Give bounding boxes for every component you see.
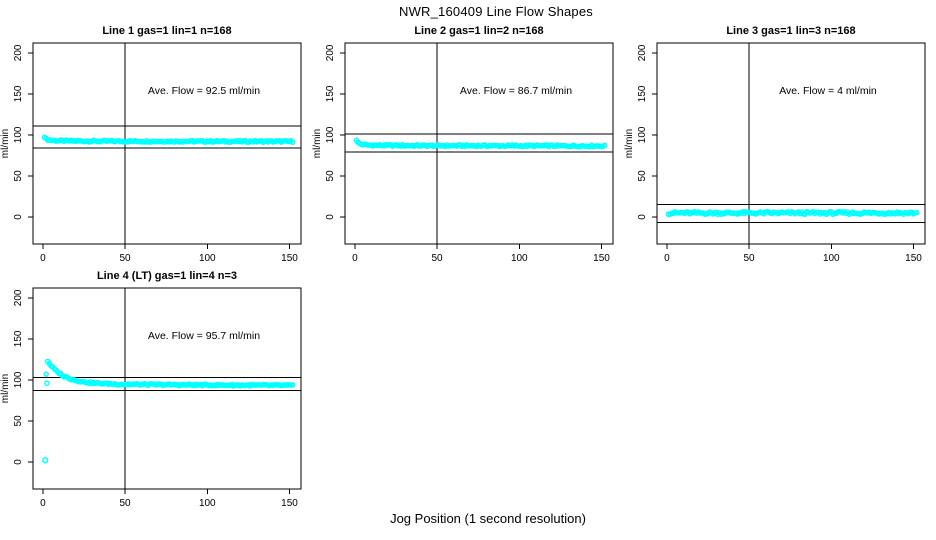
x-tick-label: 150 <box>281 498 298 509</box>
x-tick-label: 150 <box>281 253 298 264</box>
data-point <box>601 142 608 149</box>
y-tick-label: 50 <box>637 170 648 182</box>
plot-box <box>32 42 302 245</box>
y-tick-label: 0 <box>13 459 24 465</box>
figure-title: NWR_160409 Line Flow Shapes <box>398 4 593 19</box>
y-tick-label: 100 <box>637 126 648 143</box>
data-point <box>289 139 296 146</box>
x-tick-label: 50 <box>744 253 756 264</box>
y-tick-label: 200 <box>13 44 24 61</box>
y-tick-label: 200 <box>637 44 648 61</box>
avg-flow-annotation: Ave. Flow = 4 ml/min <box>779 85 877 97</box>
x-tick-label: 100 <box>199 498 216 509</box>
y-tick-label: 0 <box>325 214 336 220</box>
x-tick-label: 50 <box>120 498 132 509</box>
outlier-point <box>42 457 49 464</box>
y-axis-title: ml/min <box>312 129 323 158</box>
data-point <box>44 380 50 386</box>
x-axis-label: Jog Position (1 second resolution) <box>390 511 586 526</box>
y-axis-title: ml/min <box>624 129 635 158</box>
y-tick-label: 150 <box>13 330 24 347</box>
x-tick-label: 0 <box>664 253 670 264</box>
avg-flow-annotation: Ave. Flow = 86.7 ml/min <box>460 85 572 97</box>
x-tick-label: 150 <box>905 253 922 264</box>
x-tick-label: 100 <box>511 253 528 264</box>
y-tick-label: 100 <box>325 126 336 143</box>
y-tick-label: 50 <box>325 170 336 182</box>
subplot-title: Line 2 gas=1 lin=2 n=168 <box>414 25 543 37</box>
y-tick-label: 100 <box>13 126 24 143</box>
y-tick-label: 100 <box>13 371 24 388</box>
y-tick-label: 0 <box>13 214 24 220</box>
data-point <box>289 382 296 388</box>
y-tick-label: 150 <box>637 85 648 102</box>
y-tick-label: 0 <box>637 214 648 220</box>
subplot-title: Line 4 (LT) gas=1 lin=4 n=3 <box>97 270 237 282</box>
y-tick-label: 50 <box>13 415 24 427</box>
y-tick-label: 150 <box>325 85 336 102</box>
plot-box <box>32 287 302 490</box>
x-tick-label: 100 <box>823 253 840 264</box>
data-point <box>913 209 920 216</box>
data-point <box>43 371 49 377</box>
x-tick-label: 150 <box>593 253 610 264</box>
y-tick-label: 50 <box>13 170 24 182</box>
plot-box <box>656 42 926 245</box>
subplot-title: Line 3 gas=1 lin=3 n=168 <box>726 25 855 37</box>
y-tick-label: 200 <box>325 44 336 61</box>
x-tick-label: 50 <box>120 253 132 264</box>
subplot-title: Line 1 gas=1 lin=1 n=168 <box>102 25 231 37</box>
x-tick-label: 0 <box>352 253 358 264</box>
avg-flow-annotation: Ave. Flow = 95.7 ml/min <box>148 330 260 342</box>
x-tick-label: 0 <box>40 253 46 264</box>
avg-flow-annotation: Ave. Flow = 92.5 ml/min <box>148 85 260 97</box>
plot-box <box>344 42 614 245</box>
x-tick-label: 50 <box>432 253 444 264</box>
x-tick-label: 100 <box>199 253 216 264</box>
y-axis-title: ml/min <box>0 129 11 158</box>
y-tick-label: 200 <box>13 289 24 306</box>
x-tick-label: 0 <box>40 498 46 509</box>
y-axis-title: ml/min <box>0 374 11 403</box>
y-tick-label: 150 <box>13 85 24 102</box>
